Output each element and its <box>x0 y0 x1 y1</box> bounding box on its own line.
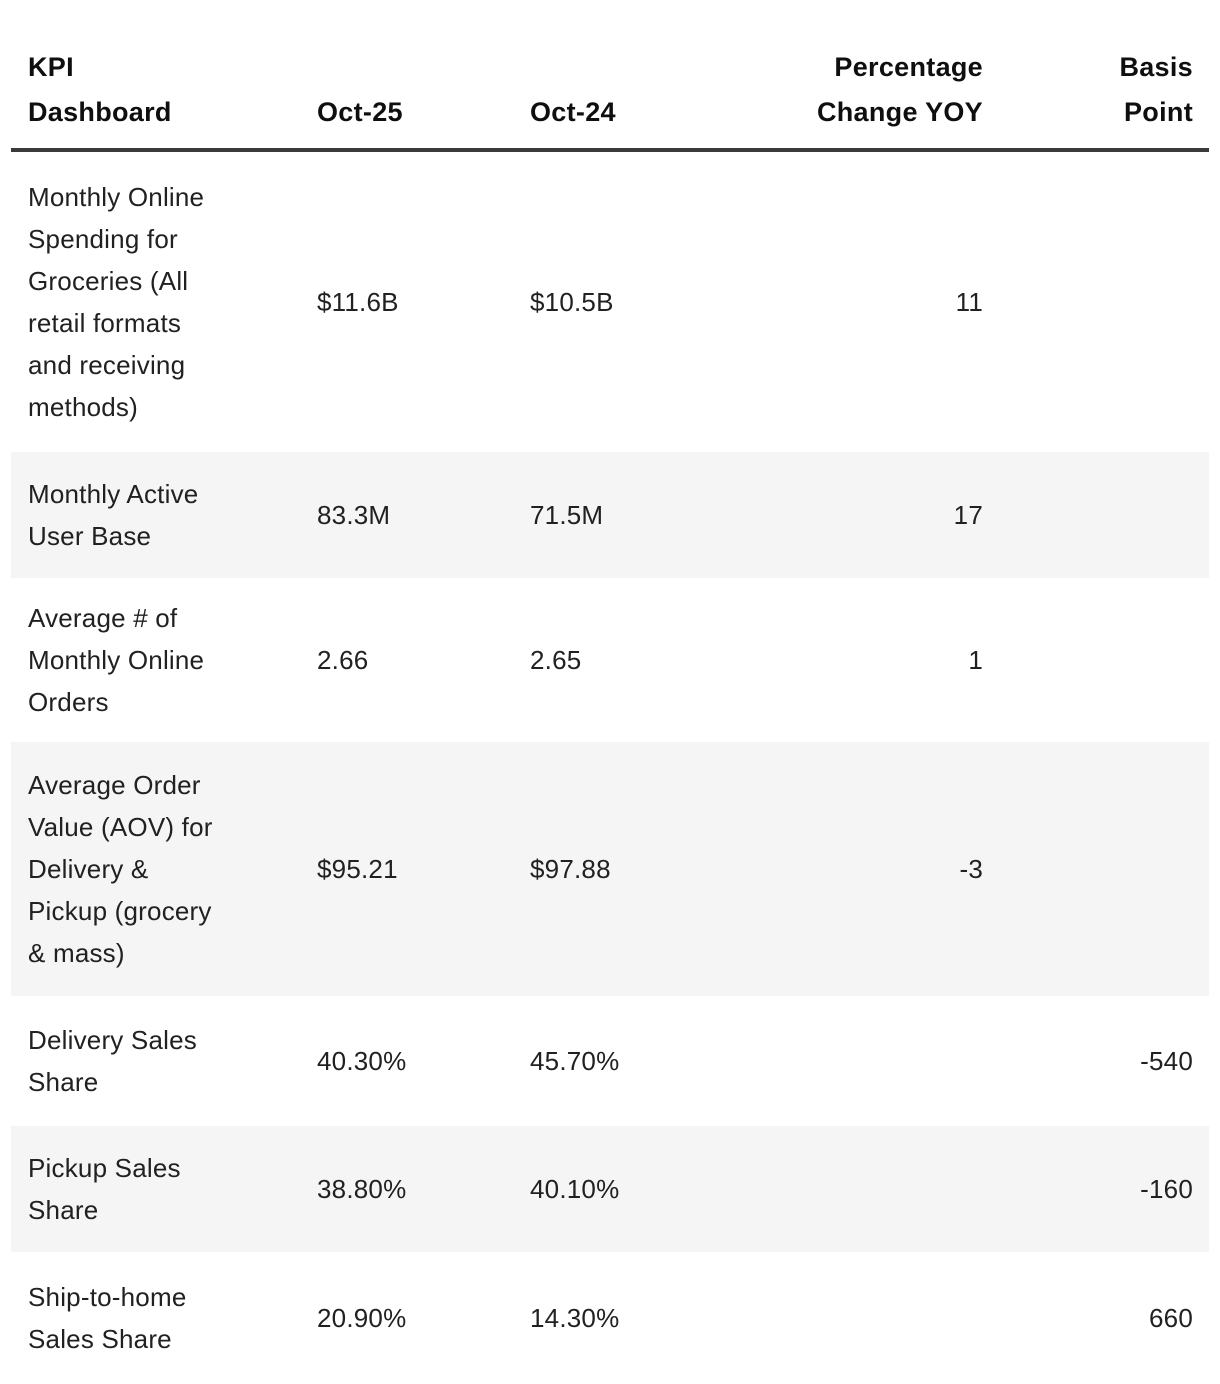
table-row-monthly-online-spending: Monthly Online Spending for Groceries (A… <box>11 152 1209 452</box>
table-row-pickup-sales-share: Pickup Sales Share 38.80% 40.10% -160 <box>11 1126 1209 1252</box>
oct-24-value: $97.88 <box>530 854 611 884</box>
oct-24-value: 40.10% <box>530 1174 620 1204</box>
kpi-label: Ship-to-home Sales Share <box>28 1282 187 1354</box>
basis-point-value: -540 <box>1140 1046 1193 1076</box>
table-row-average-order-value: Average Order Value (AOV) for Delivery &… <box>11 742 1209 996</box>
oct-24-value: 14.30% <box>530 1303 620 1333</box>
table-row-monthly-active-user-base: Monthly Active User Base 83.3M 71.5M 17 <box>11 452 1209 578</box>
kpi-label: Average # of Monthly Online Orders <box>28 603 205 717</box>
basis-point-value: -160 <box>1140 1174 1193 1204</box>
oct-24-value: 2.65 <box>530 645 582 675</box>
table-row-delivery-sales-share: Delivery Sales Share 40.30% 45.70% -540 <box>11 996 1209 1126</box>
oct-25-value: 38.80% <box>317 1174 407 1204</box>
table-row-ship-to-home-sales-share: Ship-to-home Sales Share 20.90% 14.30% 6… <box>11 1252 1209 1384</box>
oct-24-value: $10.5B <box>530 287 614 317</box>
pct-change-value: 17 <box>953 500 983 530</box>
oct-25-value: 20.90% <box>317 1303 407 1333</box>
kpi-label: Delivery Sales Share <box>28 1025 197 1097</box>
pct-change-value: -3 <box>959 854 983 884</box>
header-cell-oct-25: Oct-25 <box>317 97 403 127</box>
oct-25-value: 2.66 <box>317 645 369 675</box>
header-cell-basis-point: Basis Point <box>1119 52 1193 127</box>
oct-24-value: 71.5M <box>530 500 604 530</box>
table-row-average-monthly-online-orders: Average # of Monthly Online Orders 2.66 … <box>11 578 1209 742</box>
header-cell-oct-24: Oct-24 <box>530 97 616 127</box>
kpi-table: KPI Dashboard Oct-25 Oct-24 Percentage C… <box>11 0 1209 1384</box>
kpi-label: Monthly Active User Base <box>28 479 199 551</box>
oct-25-value: 40.30% <box>317 1046 407 1076</box>
oct-25-value: 83.3M <box>317 500 391 530</box>
basis-point-value: 660 <box>1149 1303 1193 1333</box>
kpi-label: Average Order Value (AOV) for Delivery &… <box>28 770 213 968</box>
table-header-row: KPI Dashboard Oct-25 Oct-24 Percentage C… <box>11 0 1209 152</box>
pct-change-value: 11 <box>955 287 983 317</box>
header-cell-percentage-change-yoy: Percentage Change YOY <box>816 52 983 127</box>
pct-change-value: 1 <box>968 645 983 675</box>
oct-24-value: 45.70% <box>530 1046 620 1076</box>
kpi-label: Pickup Sales Share <box>28 1153 181 1225</box>
oct-25-value: $95.21 <box>317 854 398 884</box>
table-body: Monthly Online Spending for Groceries (A… <box>11 152 1209 1384</box>
oct-25-value: $11.6B <box>317 287 399 317</box>
kpi-label: Monthly Online Spending for Groceries (A… <box>28 182 205 422</box>
header-cell-kpi-dashboard: KPI Dashboard <box>28 52 172 127</box>
